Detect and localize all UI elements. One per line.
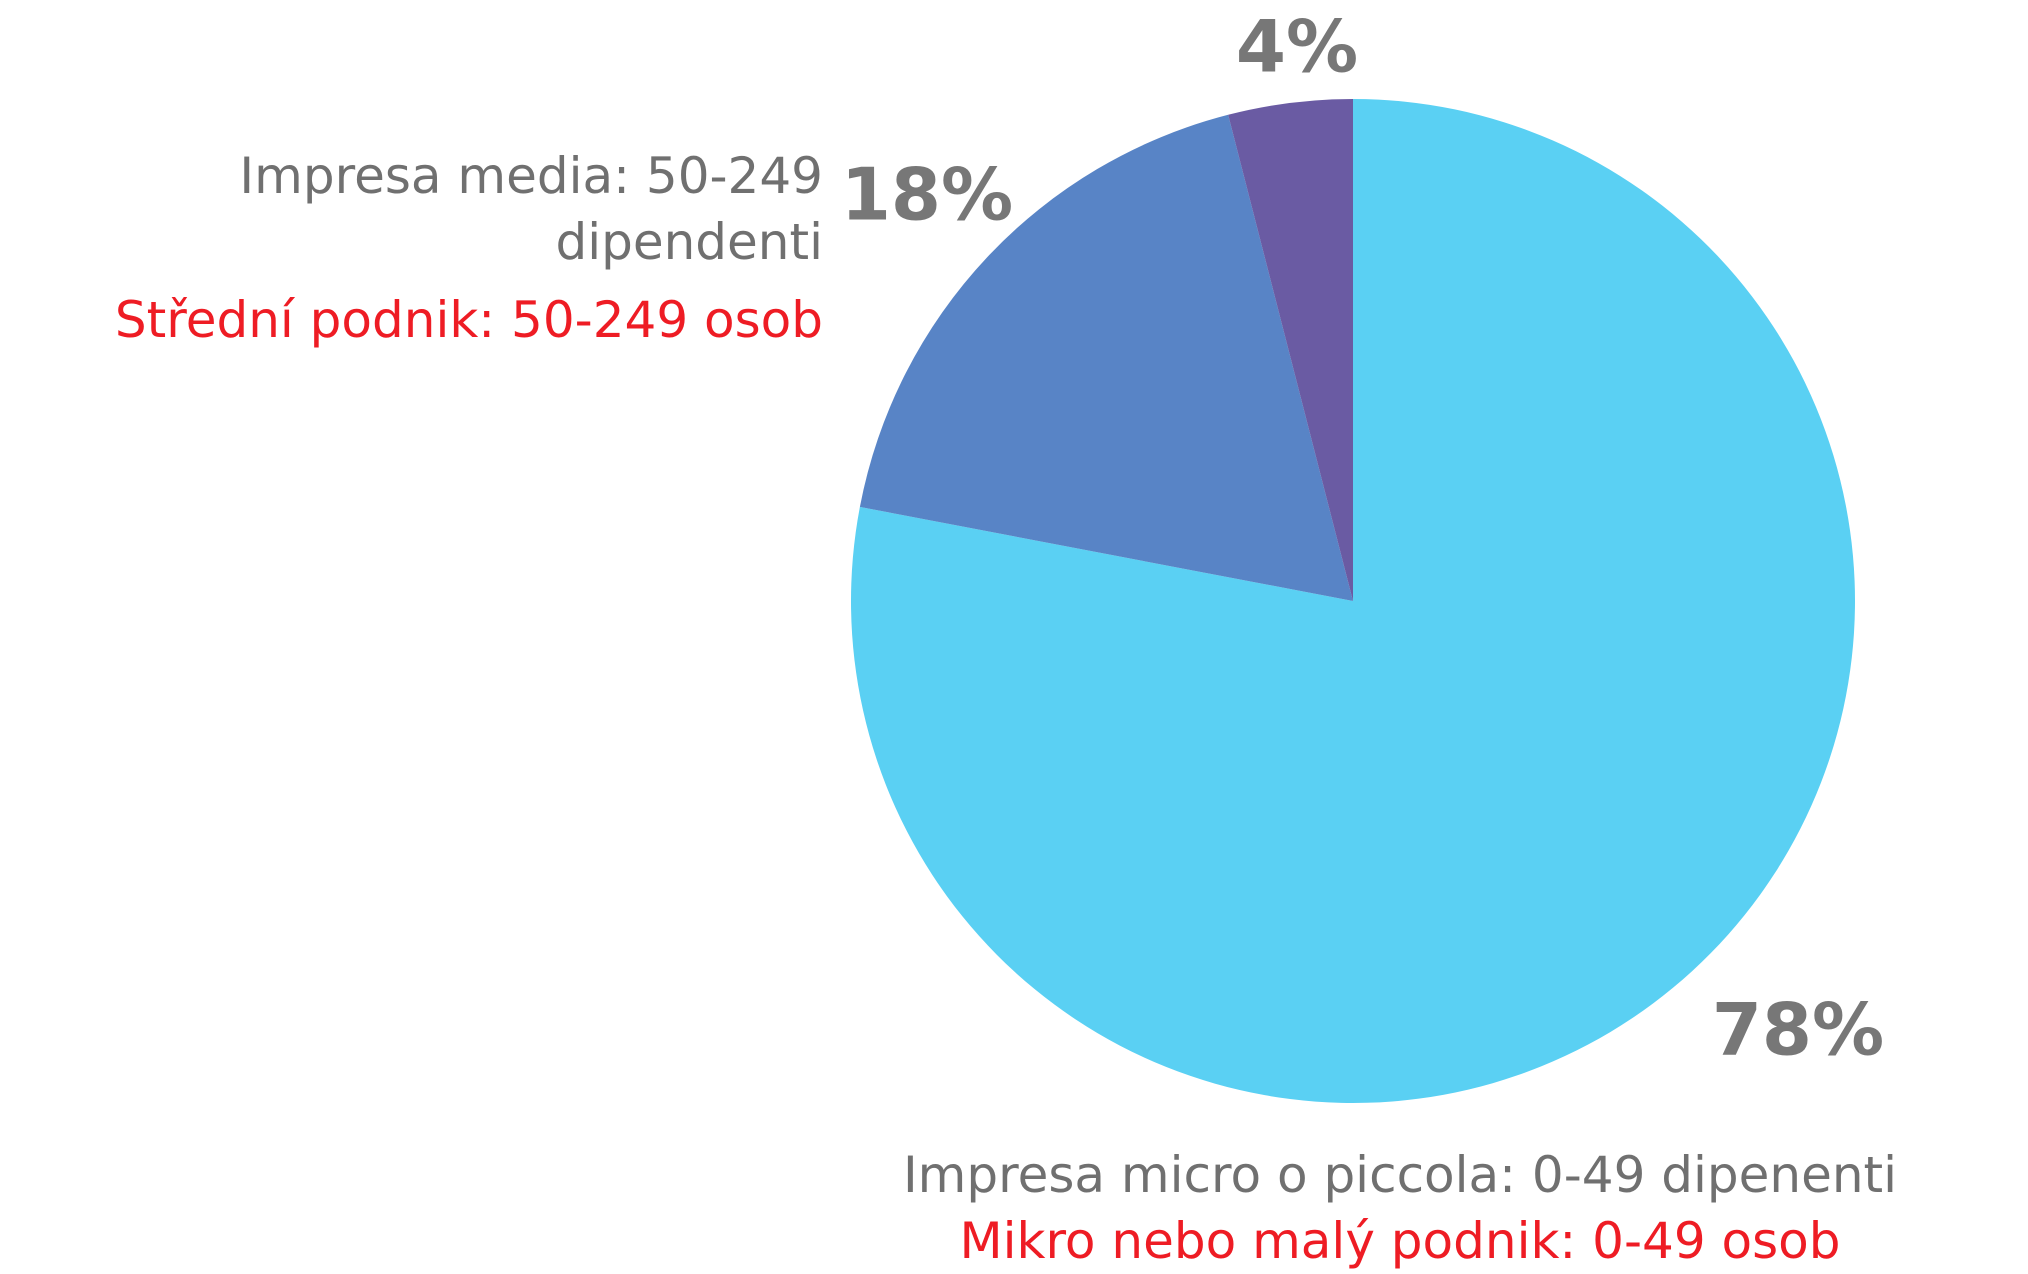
category-label-translated: Střední podnik: 50-249 osob xyxy=(114,291,823,349)
pie-slice xyxy=(850,99,1855,1103)
category-label-translated: Mikro nebo malý podnik: 0-49 osob xyxy=(959,1212,1841,1270)
pie-slice xyxy=(859,114,1353,602)
value-label: 78% xyxy=(1712,988,1884,1072)
category-label: Impresa micro o piccola: 0-49 dipenenti xyxy=(902,1146,1898,1204)
pie-slice xyxy=(1228,99,1353,601)
value-label: 18% xyxy=(841,153,1013,237)
category-label: Impresa media: 50-249 dipendenti xyxy=(239,147,823,271)
value-label: 4% xyxy=(1236,5,1358,89)
